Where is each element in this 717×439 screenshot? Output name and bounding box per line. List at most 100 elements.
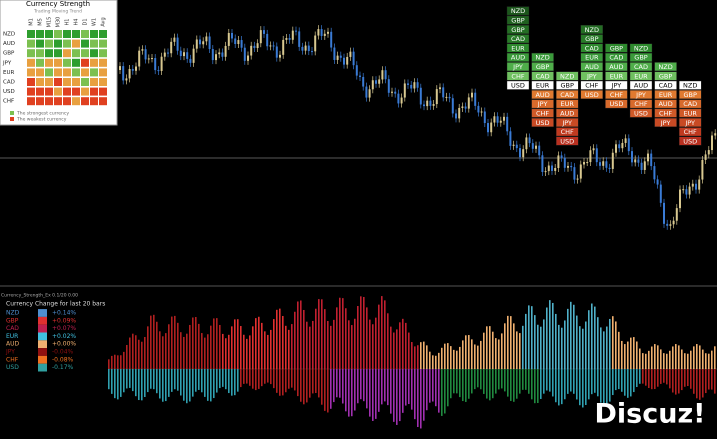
rank-label: CAD (536, 72, 550, 80)
histogram-bar (159, 369, 161, 399)
histogram-bar (705, 369, 707, 394)
candle-body (154, 58, 157, 71)
candle-body (522, 149, 525, 158)
candle-body (618, 144, 621, 149)
indicator-change: -0.04% (52, 349, 74, 356)
candle-body (179, 50, 182, 57)
strength-cell (27, 30, 35, 38)
histogram-bar (126, 344, 128, 369)
rank-label: CHF (561, 128, 574, 136)
candle-body (365, 86, 368, 98)
candle-body (647, 153, 649, 162)
histogram-bar (204, 337, 206, 369)
histogram-bar (462, 340, 464, 369)
histogram-bar (183, 369, 185, 401)
histogram-bar (186, 369, 188, 404)
rank-box (580, 80, 603, 90)
candle-body (349, 51, 352, 57)
timeframe-label: M1 (29, 18, 35, 26)
timeframe-label: D1 (83, 18, 89, 25)
candle-body (701, 159, 704, 180)
strength-cell (90, 30, 98, 38)
rank-label: AUD (634, 82, 648, 90)
strength-cell (90, 78, 98, 86)
histogram-bar (216, 369, 218, 393)
candle-body (634, 159, 637, 163)
rank-label: EUR (610, 72, 624, 80)
rank-label: CHF (659, 110, 672, 118)
histogram-bar (699, 345, 701, 369)
rank-label: CAD (659, 82, 673, 90)
candle-body (679, 189, 681, 209)
histogram-bar (513, 323, 515, 369)
histogram-bar (294, 311, 296, 369)
histogram-bar (486, 369, 488, 399)
histogram-bar (351, 325, 353, 369)
rank-box (654, 108, 677, 118)
histogram-bar (120, 369, 122, 397)
histogram-bar (594, 306, 596, 369)
histogram-bar (453, 369, 455, 394)
indicator-swatch (38, 348, 47, 356)
histogram-bar (432, 355, 434, 369)
histogram-bar (516, 331, 518, 369)
histogram-bar (297, 369, 299, 397)
candle-body (711, 135, 713, 151)
rank-box (531, 62, 554, 72)
rank-label: EUR (536, 82, 550, 90)
histogram-bar (354, 369, 356, 411)
histogram-bar (633, 337, 635, 369)
rank-box (580, 25, 603, 34)
histogram-bar (525, 369, 527, 390)
rank-box (506, 62, 530, 72)
candle-body (195, 39, 198, 49)
strength-cell (63, 97, 71, 106)
histogram-bar (156, 369, 158, 394)
histogram-bar (549, 369, 551, 392)
candle-body (464, 106, 467, 109)
rank-box (580, 62, 603, 72)
candle-body (567, 165, 569, 168)
indicator-change: +0.07% (52, 325, 76, 332)
histogram-bar (240, 369, 242, 388)
rank-label: AUD (585, 63, 599, 71)
histogram-bar (180, 369, 182, 396)
histogram-bar (660, 369, 662, 384)
histogram-bar (567, 308, 569, 369)
strength-cell (36, 97, 44, 106)
timeframe-label: M15 (47, 17, 53, 28)
rank-label: NZD (585, 26, 599, 34)
histogram-bar (294, 369, 296, 391)
indicator-currency: GBP (6, 317, 19, 324)
histogram-bar (174, 315, 176, 369)
timeframe-label: M5 (38, 18, 44, 26)
rank-box (506, 15, 530, 25)
candle-body (509, 131, 512, 146)
histogram-bar (510, 316, 512, 369)
histogram-bar (252, 369, 254, 389)
histogram-bar (675, 344, 677, 369)
candle-body (640, 162, 643, 170)
histogram-bar (597, 317, 599, 369)
histogram-bar (687, 369, 689, 387)
candle-body (291, 30, 294, 40)
histogram-bar (177, 322, 179, 369)
histogram-bar (615, 369, 617, 391)
rank-label: GBP (610, 44, 623, 52)
strength-cell (72, 97, 80, 106)
histogram-bar (138, 339, 140, 369)
histogram-bar (420, 342, 422, 369)
indicator-change: +0.09% (52, 317, 76, 324)
rank-label: JPY (561, 119, 572, 127)
histogram-bar (684, 369, 686, 387)
histogram-bar (549, 300, 551, 369)
histogram-bar (183, 336, 185, 369)
currency-label: CAD (3, 80, 15, 86)
strength-cell (36, 58, 44, 67)
rank-box (556, 80, 579, 90)
histogram-bar (402, 369, 404, 413)
candle-body (483, 111, 486, 124)
histogram-bar (198, 323, 200, 369)
histogram-bar (570, 301, 572, 369)
